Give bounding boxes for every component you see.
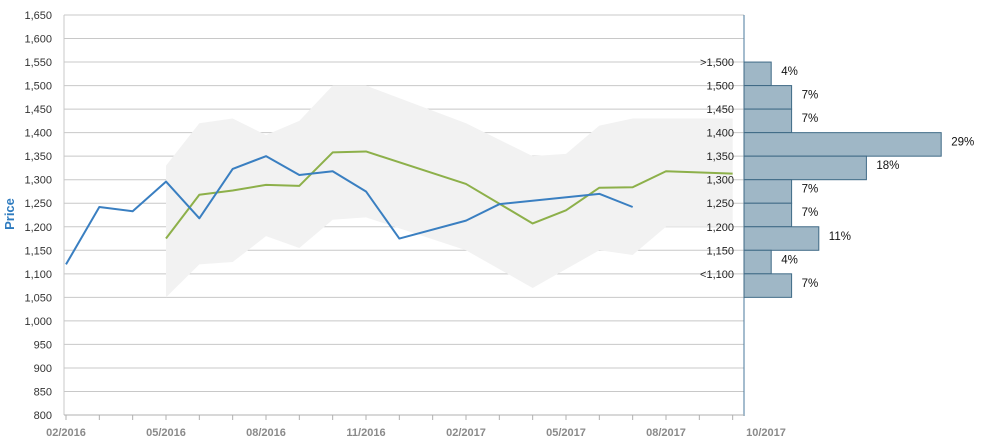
- histogram-bin-label: 1,400: [706, 128, 734, 140]
- y-tick-label: 1,400: [24, 128, 52, 140]
- histogram-bar: [743, 179, 793, 204]
- histogram-percent-label: 4%: [781, 66, 798, 78]
- y-tick-label: 1,550: [24, 57, 52, 69]
- histogram-percent-label: 7%: [802, 113, 819, 125]
- histogram-bar: [743, 202, 793, 228]
- y-tick-label: 1,100: [24, 269, 52, 281]
- histogram-percent-label: 7%: [802, 207, 819, 219]
- histogram-percent-label: 4%: [781, 254, 798, 266]
- histogram-bar: [743, 226, 820, 251]
- histogram-bin-label: 1,250: [706, 198, 734, 210]
- x-tick-label: 08/2017: [646, 427, 686, 439]
- histogram-bin-label: >1,500: [700, 57, 734, 69]
- x-tick-label: 02/2016: [46, 427, 86, 439]
- y-tick-label: 1,000: [24, 316, 52, 328]
- histogram-percent-label: 29%: [951, 137, 974, 149]
- distribution-histogram: >1,500 4% 1,500 7% 1,450 7% 1,400 29% 1,350 18% 1,…: [700, 57, 974, 298]
- x-tick-label: 05/2017: [546, 427, 586, 439]
- y-tick-label: 800: [34, 410, 52, 422]
- x-tick-label: 02/2017: [446, 427, 486, 439]
- series-lines: [65, 150, 733, 265]
- x-axis-ticks: 02/2016 05/2016 08/2016 11/2016 02/2017 05/20…: [46, 415, 786, 439]
- y-tick-label: 1,200: [24, 222, 52, 234]
- y-tick-label: 1,150: [24, 245, 52, 257]
- blue-series-line: [65, 155, 634, 265]
- y-tick-label: 1,050: [24, 292, 52, 304]
- y-axis-label: Price: [2, 198, 17, 230]
- histogram-bin-label: 1,500: [706, 81, 734, 93]
- range-band: [166, 85, 733, 298]
- histogram-bar: [743, 249, 772, 275]
- y-tick-label: 900: [34, 363, 52, 375]
- histogram-bin-label: 1,200: [706, 222, 734, 234]
- y-tick-label: 1,500: [24, 81, 52, 93]
- histogram-bin-label: 1,350: [706, 151, 734, 163]
- y-tick-label: 1,300: [24, 175, 52, 187]
- histogram-bar: [743, 108, 793, 134]
- y-axis-ticks: 800 850 900 950 1,000 1,050 1,100 1,150 1,200 1,2…: [24, 10, 52, 422]
- histogram-percent-label: 7%: [802, 278, 819, 290]
- histogram-percent-label: 7%: [802, 184, 819, 196]
- histogram-bar: [743, 61, 772, 87]
- green-series-line: [165, 150, 733, 240]
- histogram-bin-label: <1,100: [700, 269, 734, 281]
- histogram-bin-label: 1,450: [706, 104, 734, 116]
- y-tick-label: 1,600: [24, 34, 52, 46]
- x-tick-label: 05/2016: [146, 427, 186, 439]
- x-tick-label: 11/2016: [346, 427, 385, 439]
- y-tick-label: 1,250: [24, 198, 52, 210]
- y-tick-label: 950: [34, 339, 52, 351]
- histogram-bin-label: 1,150: [706, 245, 734, 257]
- histogram-bar: [743, 85, 793, 110]
- histogram-bar: [743, 273, 793, 298]
- histogram-percent-label: 18%: [876, 160, 899, 172]
- histogram-bar: [743, 132, 942, 157]
- histogram-percent-label: 11%: [829, 231, 851, 243]
- y-tick-label: 850: [34, 386, 52, 398]
- forecast-range-area: [166, 85, 733, 298]
- y-tick-label: 1,350: [24, 151, 52, 163]
- x-tick-label: 08/2016: [246, 427, 286, 439]
- histogram-percent-label: 7%: [802, 90, 819, 102]
- x-tick-label: 10/2017: [746, 427, 786, 439]
- y-tick-label: 1,450: [24, 104, 52, 116]
- y-tick-label: 1,650: [24, 10, 52, 22]
- histogram-bin-label: 1,300: [706, 175, 734, 187]
- histogram-bar: [743, 155, 867, 181]
